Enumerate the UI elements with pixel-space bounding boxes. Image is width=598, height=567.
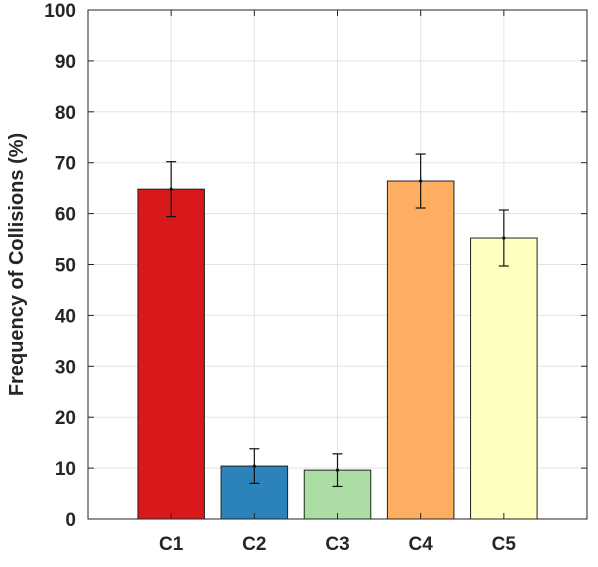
bar-c4 xyxy=(386,180,455,520)
y-tick-label: 60 xyxy=(55,205,76,226)
y-tick-label: 0 xyxy=(65,510,76,531)
bar-c5 xyxy=(470,237,538,520)
y-tick-label: 100 xyxy=(44,1,76,22)
x-tick-label: C5 xyxy=(492,534,517,555)
y-axis-ticks: 0 10 20 30 40 50 60 70 80 90 100 xyxy=(44,1,587,531)
x-tick-label: C2 xyxy=(242,534,266,555)
x-tick-label: C4 xyxy=(409,534,434,555)
y-tick-label: 50 xyxy=(55,256,76,277)
y-tick-label: 40 xyxy=(55,306,76,327)
mean-marker xyxy=(252,464,256,468)
y-axis-label: Frequency of Collisions (%) xyxy=(6,133,28,396)
x-tick-label: C3 xyxy=(325,534,349,555)
mean-marker xyxy=(169,187,173,191)
y-tick-label: 30 xyxy=(55,357,76,378)
y-tick-label: 70 xyxy=(55,154,76,175)
mean-marker xyxy=(419,179,423,183)
error-bars xyxy=(166,153,509,488)
x-tick-label: C1 xyxy=(159,534,184,555)
y-tick-label: 90 xyxy=(55,52,76,73)
bars xyxy=(137,180,538,520)
y-tick-label: 20 xyxy=(55,408,76,429)
y-tick-label: 10 xyxy=(55,459,76,480)
bar-c1 xyxy=(137,188,205,520)
x-axis-ticks: C1 C2 C3 C4 C5 xyxy=(159,10,516,555)
y-tick-label: 80 xyxy=(55,103,76,124)
mean-marker xyxy=(502,236,506,240)
mean-marker xyxy=(335,468,340,472)
